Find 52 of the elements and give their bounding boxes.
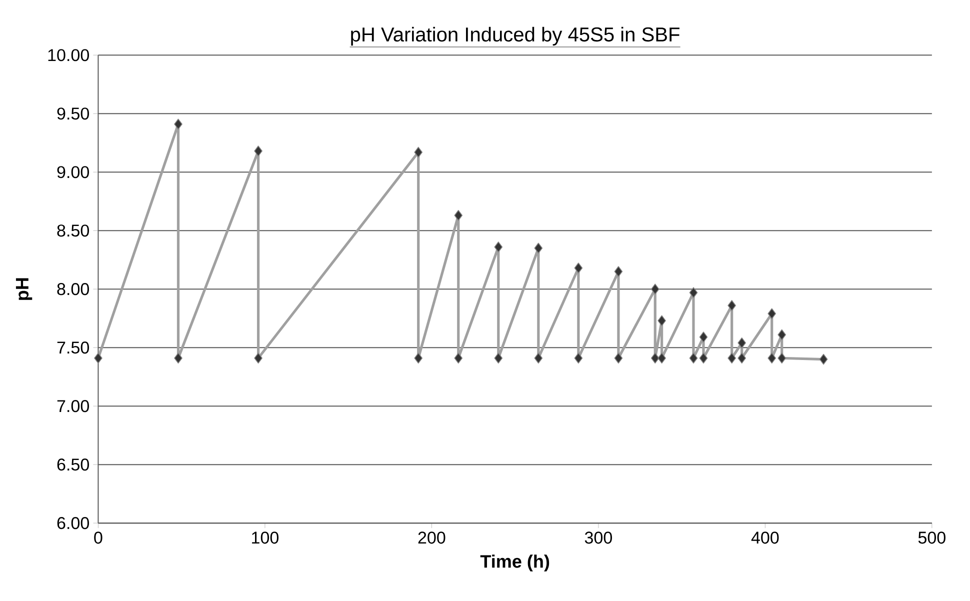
point — [574, 262, 583, 274]
point — [614, 352, 623, 364]
x-axis-title: Time (h) — [480, 554, 550, 572]
point — [614, 266, 623, 277]
point — [454, 352, 463, 364]
y-tick-label: 7.00 — [57, 400, 89, 412]
point — [534, 242, 543, 254]
y-tick-label: 9.50 — [57, 107, 89, 120]
x-tick-label: 0 — [94, 532, 102, 544]
point — [699, 332, 708, 342]
point — [819, 354, 828, 365]
point — [658, 315, 666, 326]
point — [254, 352, 262, 364]
point — [650, 352, 660, 364]
y-tick-label: 8.00 — [57, 282, 89, 296]
y-tick-label: 6.50 — [57, 458, 89, 471]
y-axis-title: pH — [16, 278, 32, 300]
point — [574, 352, 583, 364]
point — [728, 352, 736, 364]
point — [738, 337, 746, 348]
y-tick-label: 9.00 — [57, 166, 89, 178]
point — [738, 352, 746, 364]
point — [414, 352, 423, 364]
point — [174, 352, 182, 364]
y-tick-label: 6.00 — [57, 516, 89, 529]
point — [689, 352, 698, 364]
y-tick-label: 7.50 — [57, 341, 89, 354]
point — [778, 329, 786, 340]
point — [494, 241, 503, 252]
point — [414, 146, 423, 158]
point — [658, 352, 666, 364]
x-tick-label: 400 — [751, 532, 779, 544]
x-tick-label: 100 — [252, 532, 278, 544]
point — [689, 287, 698, 298]
point — [454, 210, 463, 221]
point — [728, 300, 736, 311]
x-tick-label: 200 — [418, 532, 446, 544]
point — [768, 352, 776, 364]
point — [174, 118, 182, 130]
point — [650, 284, 660, 294]
x-tick-label: 300 — [584, 532, 612, 544]
x-tick-label: 500 — [918, 532, 946, 544]
y-tick-label: 8.50 — [57, 224, 89, 237]
point — [494, 352, 503, 364]
point — [254, 146, 262, 156]
point — [94, 352, 102, 364]
point — [778, 352, 786, 364]
point — [768, 308, 776, 319]
point — [534, 352, 543, 364]
y-tick-label: 10.00 — [48, 48, 89, 62]
point — [699, 352, 708, 364]
chart-title: pH Variation Induced by 45S5 in SBF — [351, 26, 680, 46]
